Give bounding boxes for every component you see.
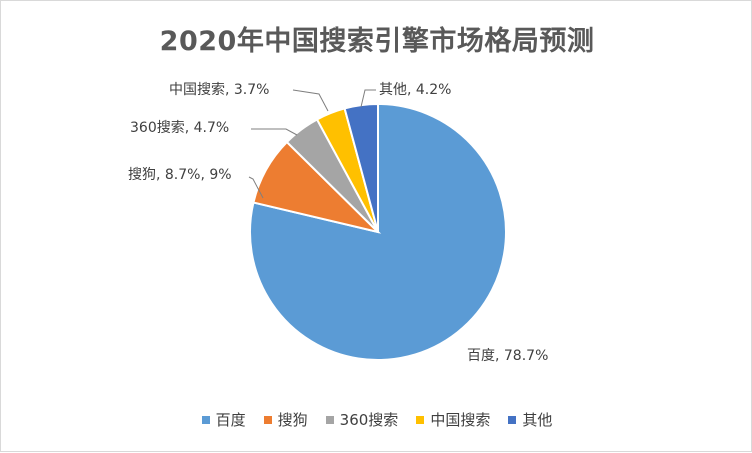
legend-label: 百度 bbox=[215, 411, 246, 429]
legend-swatch bbox=[263, 415, 272, 424]
leader-line-sougou bbox=[248, 176, 264, 199]
legend-label: 360搜索 bbox=[339, 411, 399, 429]
legend-item-chinaso: 中国搜索 bbox=[416, 409, 490, 430]
chart-legend: 百度 搜狗 360搜索 中国搜索 其他 bbox=[1, 409, 752, 430]
data-label-other: 其他, 4.2% bbox=[379, 82, 451, 98]
legend-swatch bbox=[201, 415, 210, 424]
leader-line-360 bbox=[251, 128, 298, 136]
leader-line-chinaso bbox=[292, 89, 329, 112]
legend-swatch bbox=[416, 415, 425, 424]
legend-item-other: 其他 bbox=[508, 409, 552, 430]
legend-label: 中国搜索 bbox=[430, 411, 491, 429]
legend-swatch bbox=[508, 415, 517, 424]
data-label-360: 360搜索, 4.7% bbox=[130, 119, 229, 136]
data-label-sougou: 搜狗, 8.7%, 9% bbox=[128, 167, 232, 183]
legend-swatch bbox=[325, 415, 334, 424]
legend-label: 其他 bbox=[522, 411, 553, 429]
data-label-baidu: 百度, 78.7% bbox=[467, 348, 548, 364]
leader-lines bbox=[248, 89, 376, 199]
legend-item-sougou: 搜狗 bbox=[263, 409, 308, 430]
legend-item-baidu: 百度 bbox=[201, 409, 246, 430]
chart-title: 2020年中国搜索引擎市场格局预测 bbox=[159, 26, 595, 57]
legend-item-360: 360搜索 bbox=[325, 409, 399, 430]
leader-line-other bbox=[360, 89, 376, 108]
data-labels: 百度, 78.7% 搜狗, 8.7%, 9% 360搜索, 4.7% 中国搜索,… bbox=[128, 81, 548, 364]
pie-slices bbox=[249, 102, 507, 361]
data-label-chinaso: 中国搜索, 3.7% bbox=[169, 81, 269, 98]
legend-label: 搜狗 bbox=[277, 411, 308, 429]
pie-slice-baidu bbox=[249, 102, 507, 361]
